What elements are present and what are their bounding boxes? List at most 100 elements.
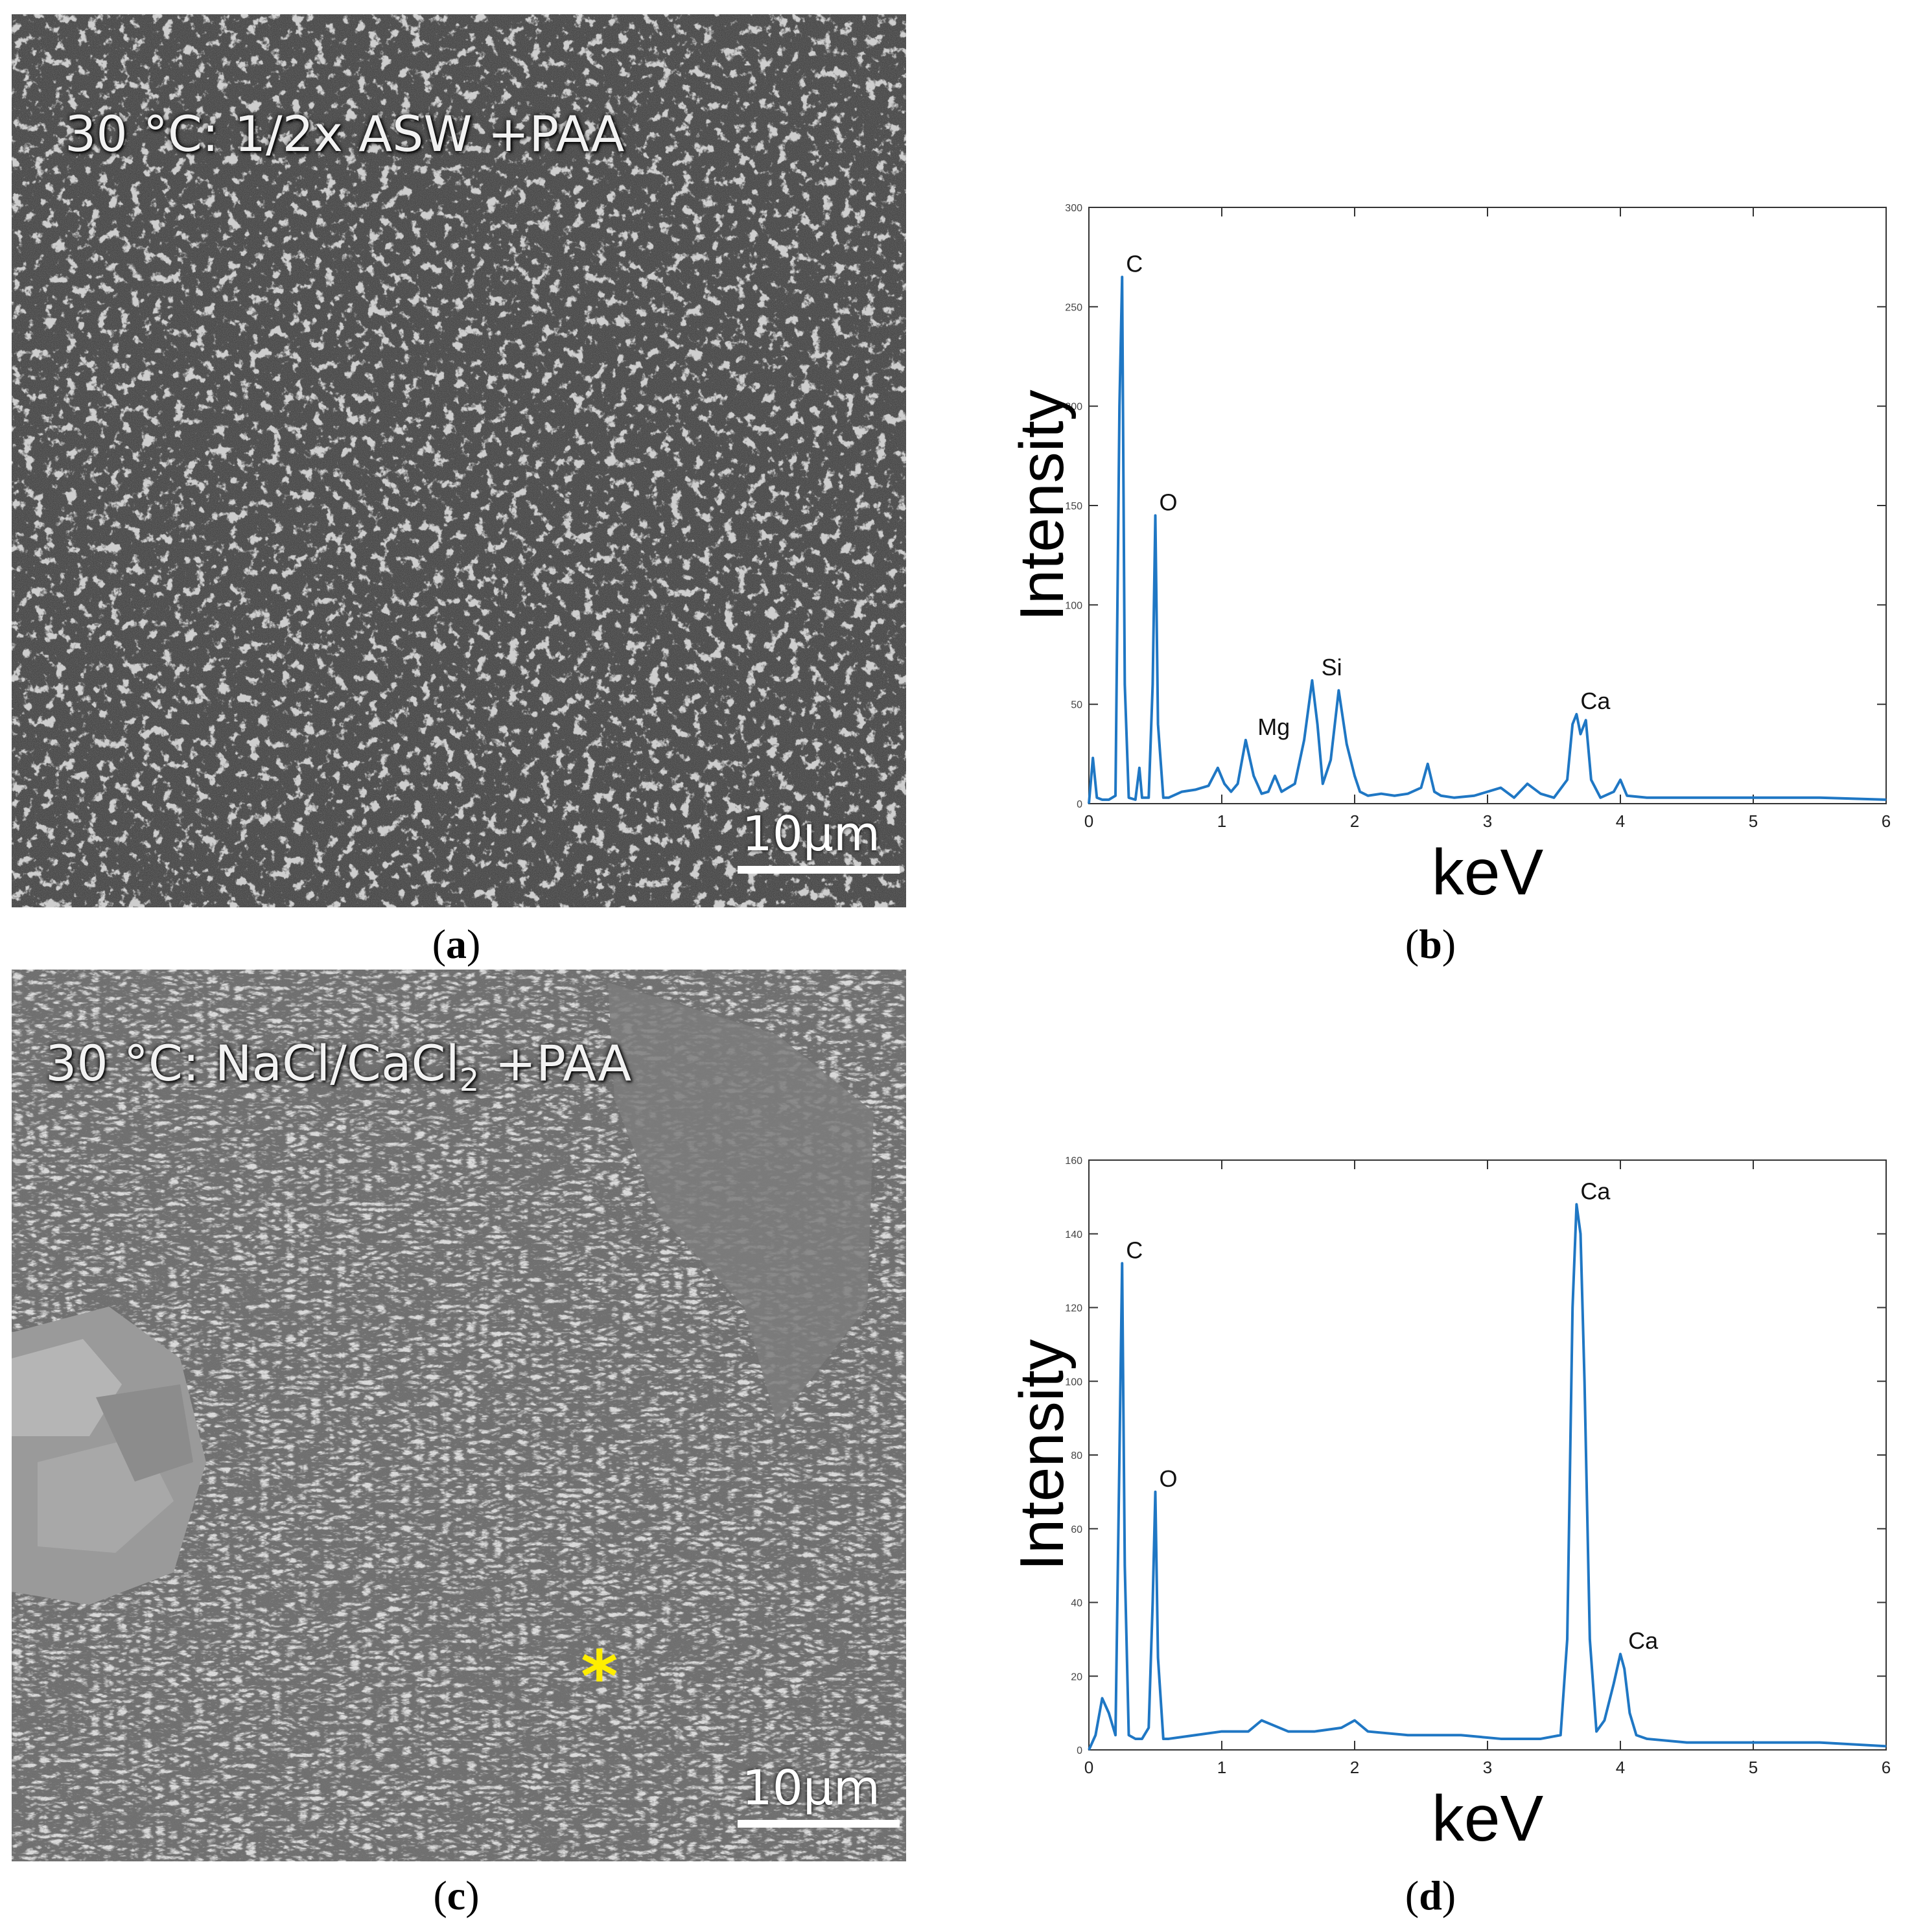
data-point — [1121, 1263, 1123, 1264]
data-point — [1119, 1454, 1120, 1456]
x-axis-label: keV — [1432, 1782, 1544, 1855]
data-point — [1626, 795, 1628, 797]
data-point — [1152, 684, 1153, 685]
x-tick-label: 4 — [1616, 811, 1625, 831]
asterisk-marker: * — [581, 1635, 618, 1718]
data-point — [1108, 799, 1110, 800]
data-point — [1288, 1731, 1289, 1732]
data-point — [1102, 799, 1103, 800]
x-tick-label: 0 — [1084, 811, 1093, 831]
data-point — [1346, 743, 1348, 745]
data-point — [1500, 1738, 1501, 1740]
data-point — [1753, 797, 1754, 798]
plot-frame — [1088, 207, 1887, 804]
data-point — [1317, 723, 1318, 725]
y-tick-label: 50 — [1071, 700, 1082, 711]
data-point — [1567, 1638, 1568, 1640]
data-point — [1560, 1734, 1561, 1736]
data-point — [1195, 789, 1196, 791]
y-tick-label: 100 — [1065, 600, 1082, 611]
data-point — [1311, 680, 1313, 681]
y-tick-label: 120 — [1065, 1303, 1082, 1314]
x-tick-label: 6 — [1882, 811, 1891, 831]
scale-bar-label-c: 10μm — [741, 1760, 880, 1816]
data-point — [1115, 1734, 1116, 1736]
data-point — [1572, 723, 1573, 725]
peak-label: C — [1126, 1237, 1143, 1263]
x-tick-label: 3 — [1483, 1758, 1492, 1777]
x-tick-label: 2 — [1350, 1758, 1359, 1777]
sem-label-a: 30 °C: 1/2x ASW +PAA — [65, 105, 625, 163]
data-point — [1474, 795, 1475, 797]
scale-bar-c — [738, 1820, 900, 1828]
eds-spectrum-d: 0 1 2 3 4 5 6020406080100120140160COCaCakeVInt… — [1007, 1156, 1891, 1855]
scale-bar-a — [738, 866, 900, 874]
data-point — [1341, 1727, 1342, 1728]
data-point — [1646, 1738, 1648, 1740]
y-tick-label: 0 — [1077, 799, 1082, 810]
y-tick-label: 150 — [1065, 501, 1082, 512]
sem-image-c: 30 °C: NaCl/CaCl2 +PAA * 10μm — [12, 970, 906, 1861]
y-axis-label: Intensity — [1007, 390, 1077, 622]
data-point — [1248, 1731, 1249, 1732]
eds-chart-b: 0 1 2 3 4 5 6 0 50 100 150 200 250 300 C O Mg Si Ca keV Inte… — [972, 188, 1906, 920]
peak-label: O — [1160, 489, 1178, 515]
plot-frame — [1088, 1159, 1887, 1751]
data-point — [1381, 793, 1382, 795]
data-point — [1427, 763, 1429, 765]
data-point — [1613, 791, 1615, 793]
data-point — [1646, 797, 1648, 798]
eds-chart-d: 0 1 2 3 4 5 6 0 20 40 60 80 100 120 140 160 C O Ca Ca keV Int… — [972, 1141, 1906, 1867]
x-tick-label: 1 — [1217, 1758, 1226, 1777]
data-point — [1819, 1742, 1820, 1743]
peak-label: Ca — [1628, 1627, 1659, 1654]
data-point — [1394, 795, 1395, 797]
data-point — [1261, 793, 1262, 795]
peak-label: Mg — [1257, 714, 1290, 740]
data-point — [1624, 1668, 1625, 1670]
data-point — [1596, 1731, 1597, 1732]
data-point — [1088, 1749, 1090, 1751]
y-tick-label: 100 — [1065, 1377, 1082, 1388]
peak-label: O — [1160, 1465, 1178, 1492]
data-point — [1600, 797, 1601, 798]
y-tick-label: 200 — [1065, 402, 1082, 413]
substrate-region — [608, 983, 874, 1423]
data-point — [1513, 797, 1515, 798]
peak-label: C — [1126, 250, 1143, 277]
peak-label: Si — [1322, 654, 1342, 681]
panel-letter-b: b — [1419, 921, 1442, 967]
data-point — [1576, 714, 1577, 715]
data-point — [1102, 1697, 1103, 1699]
x-tick-label: 2 — [1350, 811, 1359, 831]
data-point — [1288, 787, 1289, 788]
panel-caption-b: (b) — [1405, 921, 1456, 967]
panel-letter-c: c — [447, 1872, 466, 1918]
data-point — [1819, 797, 1820, 798]
sem-texture-a — [12, 14, 906, 907]
y-tick-label: 40 — [1071, 1598, 1082, 1609]
panel-caption-c: (c) — [433, 1872, 480, 1918]
data-point — [1141, 797, 1143, 798]
data-point — [1589, 1638, 1591, 1640]
data-point — [1135, 1738, 1136, 1740]
data-point — [1629, 1712, 1630, 1714]
data-point — [1115, 795, 1116, 797]
panel-caption-d: (d) — [1405, 1872, 1456, 1918]
x-tick-label: 1 — [1217, 811, 1226, 831]
sem-image-a: 30 °C: 1/2x ASW +PAA 10μm — [12, 14, 906, 907]
y-tick-label: 0 — [1077, 1745, 1082, 1756]
data-point — [1585, 719, 1587, 721]
data-point — [1604, 1720, 1605, 1721]
data-point — [1584, 1380, 1585, 1382]
scale-bar-label-a: 10μm — [741, 806, 880, 862]
data-point — [1620, 1653, 1621, 1655]
y-tick-label: 60 — [1071, 1524, 1082, 1535]
sem-label-c: 30 °C: NaCl/CaCl2 +PAA — [45, 1034, 632, 1099]
data-point — [1245, 739, 1246, 741]
data-point — [1155, 1491, 1156, 1493]
y-axis-label: Intensity — [1007, 1339, 1077, 1571]
y-tick-label: 20 — [1071, 1671, 1082, 1682]
data-point — [1636, 1734, 1637, 1736]
data-point — [1108, 1712, 1110, 1714]
